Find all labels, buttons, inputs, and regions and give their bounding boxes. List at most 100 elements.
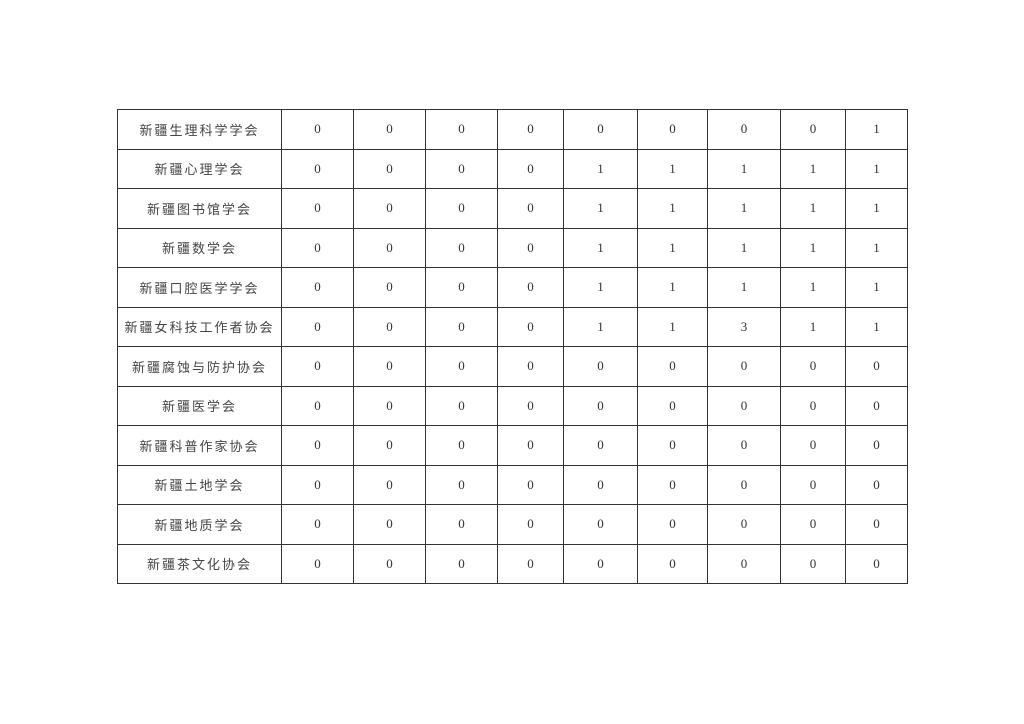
table-cell: 1 (845, 109, 908, 150)
table-cell: 0 (637, 385, 708, 426)
table-cell: 0 (845, 346, 908, 387)
table-cell: 0 (780, 346, 846, 387)
table-cell: 0 (707, 346, 781, 387)
table-cell: 0 (563, 504, 638, 545)
table-cell: 3 (707, 306, 781, 347)
table-cell: 1 (707, 188, 781, 229)
table-cell: 0 (281, 425, 354, 466)
table-cell: 0 (281, 306, 354, 347)
table-cell: 0 (497, 227, 564, 268)
organization-name: 新疆女科技工作者协会 (117, 306, 282, 347)
table-cell: 0 (563, 425, 638, 466)
table-cell: 0 (353, 385, 426, 426)
table-cell: 0 (281, 346, 354, 387)
table-row: 新疆女科技工作者协会 0 0 0 0 1 1 3 1 1 (117, 306, 908, 347)
table-cell: 0 (497, 464, 564, 505)
table-cell: 0 (563, 543, 638, 584)
table-cell: 1 (637, 227, 708, 268)
table-cell: 0 (425, 543, 498, 584)
table-cell: 0 (497, 385, 564, 426)
table-cell: 0 (707, 504, 781, 545)
table-cell: 0 (281, 543, 354, 584)
table-cell: 1 (845, 188, 908, 229)
organization-name: 新疆数学会 (117, 227, 282, 268)
table-row: 新疆土地学会 0 0 0 0 0 0 0 0 0 (117, 464, 908, 505)
organization-name: 新疆土地学会 (117, 464, 282, 505)
table-row: 新疆心理学会 0 0 0 0 1 1 1 1 1 (117, 148, 908, 189)
table-cell: 0 (425, 267, 498, 308)
table-cell: 0 (497, 306, 564, 347)
table-cell: 0 (425, 464, 498, 505)
table-cell: 0 (281, 464, 354, 505)
table-cell: 1 (780, 148, 846, 189)
table-cell: 0 (845, 385, 908, 426)
table-cell: 1 (780, 306, 846, 347)
table-cell: 0 (353, 109, 426, 150)
organization-name: 新疆生理科学学会 (117, 109, 282, 150)
table-cell: 0 (780, 425, 846, 466)
table-cell: 0 (707, 425, 781, 466)
organization-name: 新疆地质学会 (117, 504, 282, 545)
table-cell: 1 (637, 306, 708, 347)
table-cell: 0 (780, 385, 846, 426)
table-cell: 0 (353, 188, 426, 229)
table-cell: 0 (353, 306, 426, 347)
table-cell: 1 (707, 227, 781, 268)
table-cell: 0 (497, 188, 564, 229)
table-cell: 0 (281, 148, 354, 189)
table-cell: 1 (637, 267, 708, 308)
table-cell: 0 (425, 227, 498, 268)
table-body: 新疆生理科学学会 0 0 0 0 0 0 0 0 1 新疆心理学会 0 0 0 0 1 1 1 1 1 新疆图书馆学会 0… (117, 109, 908, 584)
table-cell: 0 (707, 464, 781, 505)
table-row: 新疆医学会 0 0 0 0 0 0 0 0 0 (117, 385, 908, 426)
table-cell: 0 (353, 464, 426, 505)
table-cell: 1 (563, 148, 638, 189)
organization-name: 新疆口腔医学学会 (117, 267, 282, 308)
table-cell: 0 (281, 504, 354, 545)
table-cell: 0 (281, 109, 354, 150)
table-cell: 0 (780, 504, 846, 545)
table-cell: 0 (780, 543, 846, 584)
data-table: 新疆生理科学学会 0 0 0 0 0 0 0 0 1 新疆心理学会 0 0 0 0 1 1 1 1 1 新疆图书馆学会 0… (117, 109, 908, 584)
table-cell: 0 (281, 267, 354, 308)
table-cell: 1 (563, 267, 638, 308)
table-cell: 0 (780, 109, 846, 150)
table-cell: 0 (637, 543, 708, 584)
table-cell: 1 (637, 188, 708, 229)
table-cell: 0 (563, 346, 638, 387)
table-cell: 0 (845, 543, 908, 584)
table-cell: 1 (563, 306, 638, 347)
table-row: 新疆图书馆学会 0 0 0 0 1 1 1 1 1 (117, 188, 908, 229)
table-row: 新疆茶文化协会 0 0 0 0 0 0 0 0 0 (117, 543, 908, 584)
table-cell: 0 (707, 543, 781, 584)
table-cell: 1 (707, 267, 781, 308)
organization-name: 新疆茶文化协会 (117, 543, 282, 584)
table-cell: 0 (563, 385, 638, 426)
table-cell: 0 (425, 109, 498, 150)
table-cell: 0 (637, 109, 708, 150)
table-cell: 0 (563, 109, 638, 150)
organization-name: 新疆图书馆学会 (117, 188, 282, 229)
organization-name: 新疆腐蚀与防护协会 (117, 346, 282, 387)
table-cell: 1 (780, 188, 846, 229)
table-cell: 0 (353, 267, 426, 308)
table-cell: 0 (637, 425, 708, 466)
table-cell: 0 (780, 464, 846, 505)
table-row: 新疆生理科学学会 0 0 0 0 0 0 0 0 1 (117, 109, 908, 150)
table-cell: 1 (707, 148, 781, 189)
table-row: 新疆口腔医学学会 0 0 0 0 1 1 1 1 1 (117, 267, 908, 308)
table-cell: 0 (497, 267, 564, 308)
table-cell: 1 (563, 227, 638, 268)
table-cell: 0 (425, 425, 498, 466)
table-cell: 0 (497, 148, 564, 189)
table-cell: 1 (845, 227, 908, 268)
table-cell: 1 (845, 148, 908, 189)
table-cell: 1 (780, 267, 846, 308)
table-cell: 0 (497, 543, 564, 584)
table-cell: 0 (497, 425, 564, 466)
table-row: 新疆科普作家协会 0 0 0 0 0 0 0 0 0 (117, 425, 908, 466)
table-cell: 0 (497, 346, 564, 387)
table-cell: 0 (425, 148, 498, 189)
table-cell: 0 (353, 543, 426, 584)
table-cell: 0 (563, 464, 638, 505)
